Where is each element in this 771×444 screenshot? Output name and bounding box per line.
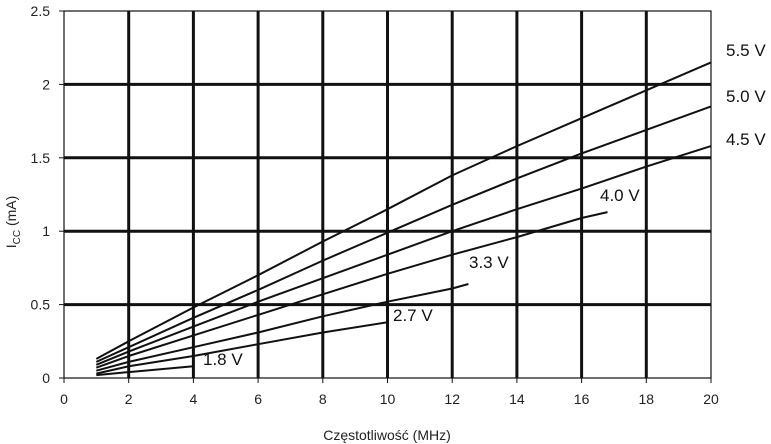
y-tick-label: 1	[42, 223, 50, 239]
series-line	[96, 321, 388, 375]
x-tick-label: 2	[125, 391, 133, 407]
x-tick-label: 4	[190, 391, 198, 407]
y-tick-label: 1.5	[31, 150, 51, 166]
series-line	[95, 211, 608, 369]
series-label: 5.0 V	[726, 87, 766, 106]
series-label: 4.5 V	[726, 130, 766, 149]
series-line	[96, 283, 469, 372]
series-line	[95, 61, 712, 360]
series-labels: 5.5 V 5.0 V 4.5 V 4.0 V 3.3 V 2.7 V 1.8 V	[203, 41, 766, 369]
x-tick-label: 14	[509, 391, 525, 407]
series-label: 3.3 V	[469, 253, 509, 272]
series-line	[95, 105, 712, 363]
y-axis-label: ICC (mA)	[3, 196, 23, 249]
x-tick-label: 6	[254, 391, 262, 407]
series-line	[95, 145, 712, 366]
y-tick-label: 0.5	[31, 297, 51, 313]
x-tick-label: 10	[380, 391, 396, 407]
series-label: 2.7 V	[393, 306, 433, 325]
series-label: 1.8 V	[203, 350, 243, 369]
x-tick-label: 12	[444, 391, 460, 407]
tick-labels: 0 2 4 6 8 10 12 14 16 18 20 0 0.5 1 1.5 2 2.5	[31, 3, 719, 407]
series-label: 4.0 V	[600, 186, 640, 205]
y-tick-label: 2	[42, 76, 50, 92]
x-tick-label: 16	[574, 391, 590, 407]
series-lines	[95, 61, 712, 377]
y-tick-label: 0	[42, 370, 50, 386]
x-tick-label: 0	[60, 391, 68, 407]
x-axis-label: Częstotliwość (MHz)	[323, 427, 451, 443]
series-line	[96, 365, 194, 377]
series-label: 5.5 V	[726, 41, 766, 60]
x-tick-label: 20	[703, 391, 719, 407]
y-tick-label: 2.5	[31, 3, 51, 19]
x-tick-label: 8	[319, 391, 327, 407]
x-tick-label: 18	[639, 391, 655, 407]
